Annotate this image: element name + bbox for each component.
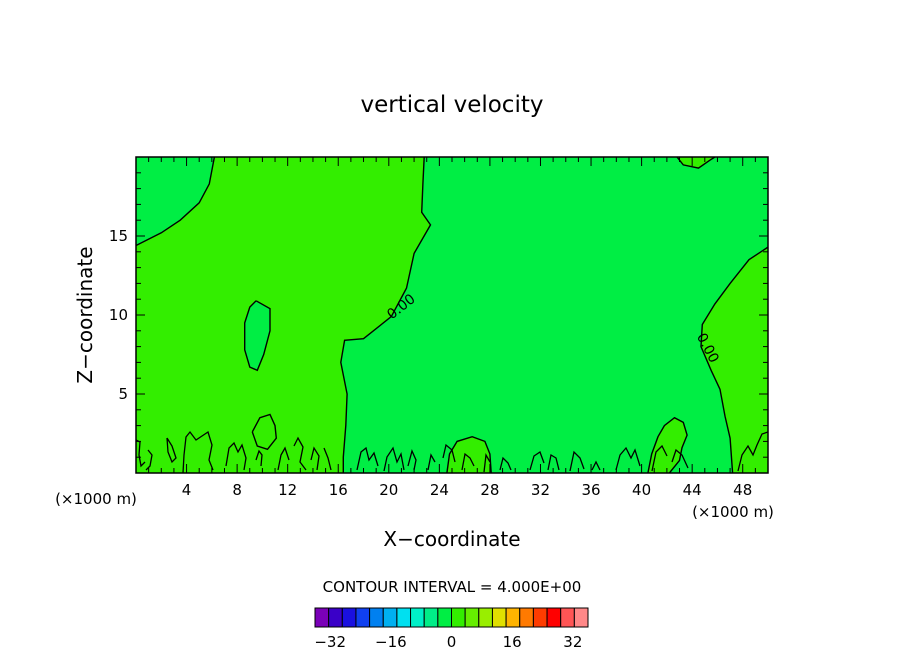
y-tick-label-15: 15 [109,227,128,245]
colorbar-swatch-10 [451,607,466,628]
positive-velocity-regions [136,157,768,473]
negative-corner-upper-left [136,157,215,246]
chart-title: vertical velocity [361,92,544,118]
colorbar-label-1: −16 [375,633,407,651]
contour-line-3 [700,246,768,473]
colorbar-swatch-15 [519,607,534,628]
contour-line-7 [446,435,492,473]
x-tick-label-36: 36 [581,481,600,499]
colorbar-label-4: 32 [563,633,582,651]
colorbar-swatch-18 [560,607,575,628]
colorbar-swatch-3 [355,607,371,628]
y-tick-label-10: 10 [109,306,128,324]
colorbar-swatch-8 [423,607,439,628]
positive-region-right [701,247,768,473]
colorbar-swatch-5 [382,607,398,628]
x-axis-ticks: 4 8 12 16 20 24 28 32 36 40 44 48 [148,157,756,499]
x-unit-right: (×1000 m) [692,503,774,521]
x-tick-label-24: 24 [430,481,449,499]
colorbar-swatch-17 [546,607,562,628]
x-tick-label-4: 4 [182,481,192,499]
colorbar-label-2: 0 [447,633,457,651]
colorbar-labels: −32 −16 0 16 32 [314,633,582,651]
contour-line-0 [136,157,216,247]
x-axis-label: X−coordinate [383,527,520,551]
positive-region-left [136,157,431,473]
colorbar-swatch-0 [314,607,330,628]
x-tick-label-48: 48 [733,481,752,499]
x-tick-label-12: 12 [278,481,297,499]
x-tick-label-44: 44 [683,481,702,499]
contour-interval-text: CONTOUR INTERVAL = 4.000E+00 [323,578,582,596]
colorbar [314,607,589,628]
colorbar-swatch-19 [573,607,589,628]
colorbar-swatch-9 [437,607,453,628]
colorbar-swatch-11 [464,607,480,628]
contour-line-4 [676,157,716,169]
x-tick-label-28: 28 [480,481,499,499]
x-tick-label-8: 8 [232,481,242,499]
y-axis-ticks: 5 10 15 [109,172,768,458]
y-tick-label-5: 5 [118,385,128,403]
colorbar-swatch-2 [341,607,357,628]
contour-line-5 [251,413,278,451]
contour-line-2 [244,300,271,372]
colorbar-label-3: 16 [503,633,522,651]
colorbar-swatch-7 [410,607,425,628]
colorbar-swatch-6 [396,607,412,628]
x-unit-left: (×1000 m) [55,490,137,508]
colorbar-swatch-1 [328,607,343,628]
contour-line-1 [340,157,432,473]
colorbar-swatch-12 [478,607,493,628]
x-tick-label-32: 32 [531,481,550,499]
colorbar-swatch-4 [369,607,384,628]
y-axis-label: Z−coordinate [73,246,97,383]
positive-blob-surface-center [446,436,492,473]
positive-blob-surface-right [647,417,688,473]
colorbar-swatch-14 [505,607,521,628]
colorbar-label-0: −32 [314,633,346,651]
colorbar-swatch-13 [491,607,507,628]
colorbar-swatch-16 [532,607,548,628]
positive-blob-surface-left [252,414,277,450]
x-tick-label-20: 20 [379,481,398,499]
x-tick-label-16: 16 [329,481,348,499]
x-tick-label-40: 40 [632,481,651,499]
